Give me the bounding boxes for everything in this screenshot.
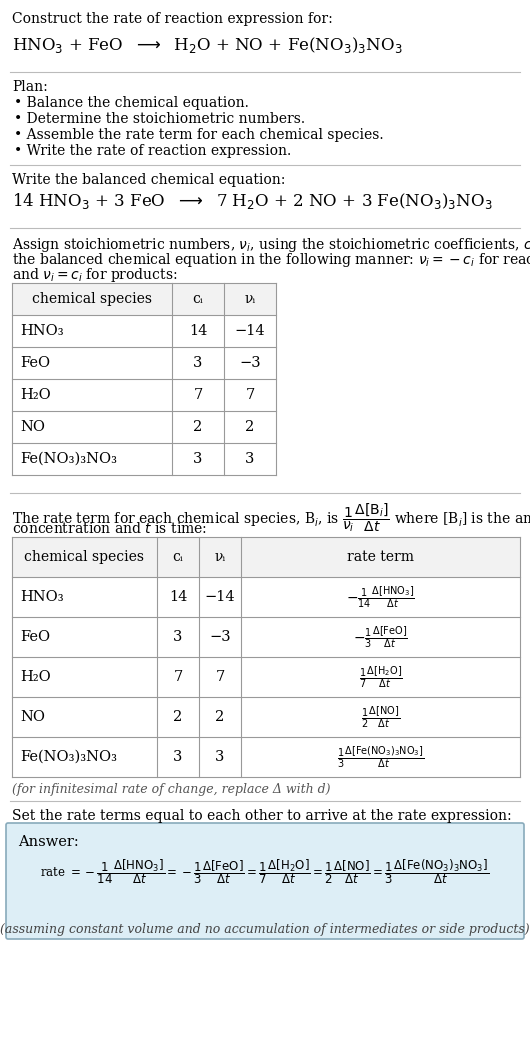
Text: 14 HNO$_3$ + 3 FeO  $\longrightarrow$  7 H$_2$O + 2 NO + 3 Fe(NO$_3$)$_3$NO$_3$: 14 HNO$_3$ + 3 FeO $\longrightarrow$ 7 H… [12, 191, 492, 210]
Text: νᵢ: νᵢ [244, 292, 255, 306]
Text: 2: 2 [215, 710, 225, 724]
Text: 14: 14 [189, 324, 207, 338]
Text: Assign stoichiometric numbers, $\nu_i$, using the stoichiometric coefficients, $: Assign stoichiometric numbers, $\nu_i$, … [12, 235, 530, 254]
Text: 3: 3 [173, 750, 183, 764]
Text: $\frac{1}{7}\frac{\Delta[\mathrm{H_2O}]}{\Delta t}$: $\frac{1}{7}\frac{\Delta[\mathrm{H_2O}]}… [359, 664, 402, 690]
Text: −14: −14 [205, 590, 235, 604]
Bar [12, 537, 520, 577]
Text: 7: 7 [215, 670, 225, 684]
Text: $\frac{1}{3}\frac{\Delta[\mathrm{Fe(NO_3)_3NO_3}]}{\Delta t}$: $\frac{1}{3}\frac{\Delta[\mathrm{Fe(NO_3… [337, 744, 424, 770]
Text: • Assemble the rate term for each chemical species.: • Assemble the rate term for each chemic… [14, 128, 384, 142]
Text: νᵢ: νᵢ [214, 550, 226, 564]
Text: (for infinitesimal rate of change, replace Δ with d): (for infinitesimal rate of change, repla… [12, 783, 331, 796]
Text: FeO: FeO [20, 630, 50, 644]
Text: NO: NO [20, 420, 45, 435]
Text: $\frac{1}{2}\frac{\Delta[\mathrm{NO}]}{\Delta t}$: $\frac{1}{2}\frac{\Delta[\mathrm{NO}]}{\… [361, 704, 400, 729]
Text: Construct the rate of reaction expression for:: Construct the rate of reaction expressio… [12, 13, 333, 26]
Text: FeO: FeO [20, 356, 50, 370]
Text: Write the balanced chemical equation:: Write the balanced chemical equation: [12, 173, 285, 187]
Text: Answer:: Answer: [18, 835, 79, 849]
Text: H₂O: H₂O [20, 388, 51, 402]
Text: HNO₃: HNO₃ [20, 324, 64, 338]
Text: (assuming constant volume and no accumulation of intermediates or side products): (assuming constant volume and no accumul… [0, 923, 530, 936]
Text: HNO₃: HNO₃ [20, 590, 64, 604]
Bar [12, 283, 276, 315]
Text: Fe(NO₃)₃NO₃: Fe(NO₃)₃NO₃ [20, 750, 117, 764]
Text: −14: −14 [235, 324, 266, 338]
Text: −3: −3 [209, 630, 231, 644]
Text: • Write the rate of reaction expression.: • Write the rate of reaction expression. [14, 144, 292, 158]
Text: Fe(NO₃)₃NO₃: Fe(NO₃)₃NO₃ [20, 452, 117, 466]
Text: 7: 7 [173, 670, 183, 684]
Text: cᵢ: cᵢ [192, 292, 204, 306]
Text: • Balance the chemical equation.: • Balance the chemical equation. [14, 96, 249, 110]
Text: The rate term for each chemical species, B$_i$, is $\dfrac{1}{\nu_i}\dfrac{\Delt: The rate term for each chemical species,… [12, 501, 530, 534]
Text: Set the rate terms equal to each other to arrive at the rate expression:: Set the rate terms equal to each other t… [12, 809, 511, 823]
Text: $-\frac{1}{3}\frac{\Delta[\mathrm{FeO}]}{\Delta t}$: $-\frac{1}{3}\frac{\Delta[\mathrm{FeO}]}… [353, 624, 408, 650]
Text: 2: 2 [245, 420, 254, 435]
Text: HNO$_3$ + FeO  $\longrightarrow$  H$_2$O + NO + Fe(NO$_3$)$_3$NO$_3$: HNO$_3$ + FeO $\longrightarrow$ H$_2$O +… [12, 35, 403, 55]
Text: $-\frac{1}{14}\frac{\Delta[\mathrm{HNO_3}]}{\Delta t}$: $-\frac{1}{14}\frac{\Delta[\mathrm{HNO_3… [346, 585, 415, 610]
Text: H₂O: H₂O [20, 670, 51, 684]
Text: 3: 3 [173, 630, 183, 644]
Text: 7: 7 [245, 388, 254, 402]
Text: 14: 14 [169, 590, 187, 604]
Text: 7: 7 [193, 388, 202, 402]
Text: chemical species: chemical species [32, 292, 152, 306]
Text: • Determine the stoichiometric numbers.: • Determine the stoichiometric numbers. [14, 111, 305, 126]
Text: the balanced chemical equation in the following manner: $\nu_i = -c_i$ for react: the balanced chemical equation in the fo… [12, 251, 530, 269]
Text: 2: 2 [193, 420, 202, 435]
FancyBboxPatch shape [6, 823, 524, 939]
Text: Plan:: Plan: [12, 80, 48, 94]
Text: chemical species: chemical species [24, 550, 145, 564]
Text: 2: 2 [173, 710, 183, 724]
Text: concentration and $t$ is time:: concentration and $t$ is time: [12, 521, 207, 536]
Text: and $\nu_i = c_i$ for products:: and $\nu_i = c_i$ for products: [12, 266, 178, 284]
Text: rate $= -\dfrac{1}{14}\dfrac{\Delta[\mathrm{HNO_3}]}{\Delta t} = -\dfrac{1}{3}\d: rate $= -\dfrac{1}{14}\dfrac{\Delta[\mat… [40, 857, 490, 886]
Text: cᵢ: cᵢ [173, 550, 183, 564]
Text: NO: NO [20, 710, 45, 724]
Text: rate term: rate term [347, 550, 414, 564]
Text: −3: −3 [239, 356, 261, 370]
Text: 3: 3 [215, 750, 225, 764]
Text: 3: 3 [193, 452, 202, 466]
Text: 3: 3 [245, 452, 255, 466]
Text: 3: 3 [193, 356, 202, 370]
